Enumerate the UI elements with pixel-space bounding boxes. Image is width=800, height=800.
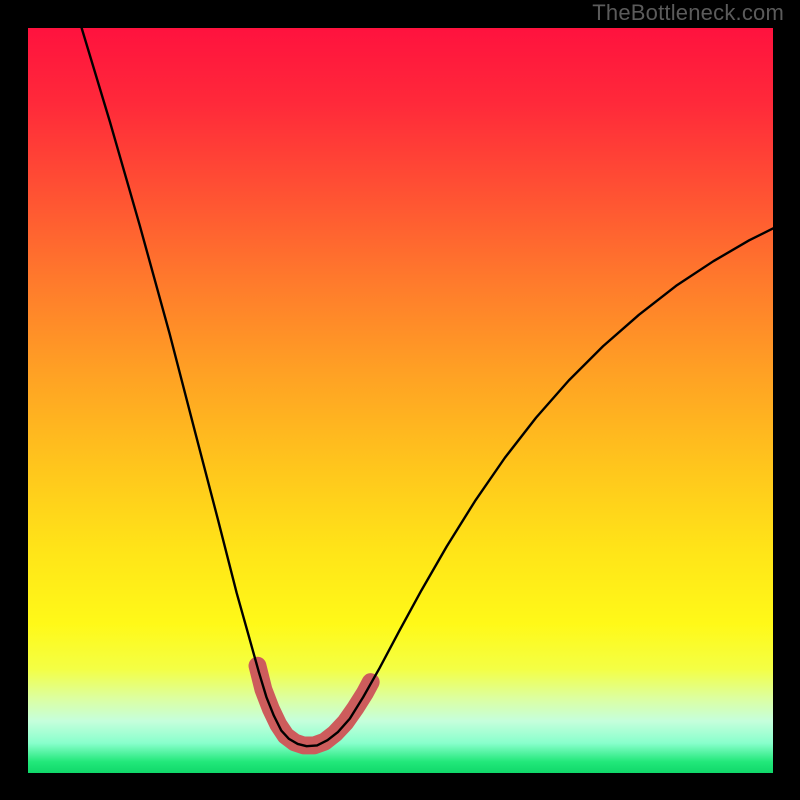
chart-svg xyxy=(28,28,773,773)
gradient-background xyxy=(28,28,773,773)
figure: TheBottleneck.com xyxy=(0,0,800,800)
watermark-text: TheBottleneck.com xyxy=(592,0,784,26)
plot-area xyxy=(28,28,773,773)
